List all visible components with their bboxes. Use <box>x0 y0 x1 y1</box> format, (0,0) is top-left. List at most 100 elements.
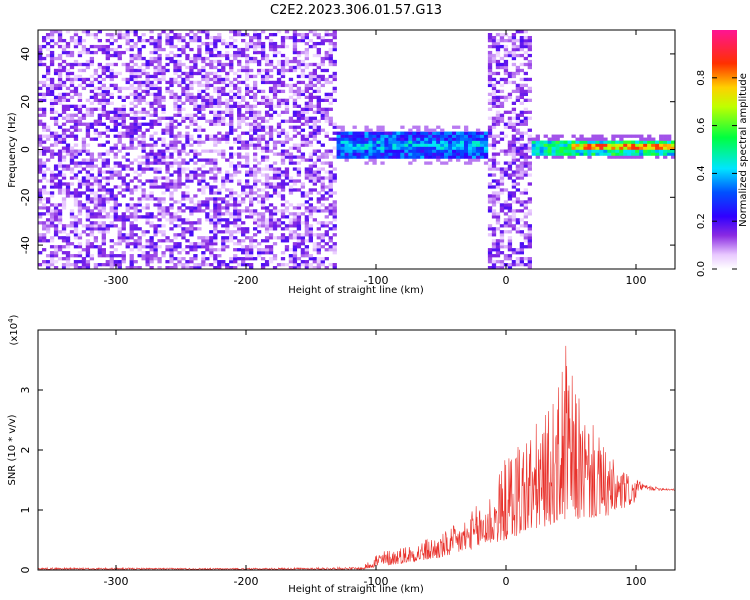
heatmap-cell <box>292 254 298 258</box>
heatmap-cell <box>396 134 401 138</box>
heatmap-cell <box>284 200 290 204</box>
heatmap-cell <box>61 80 67 85</box>
heatmap-cell <box>663 149 668 153</box>
heatmap-cell <box>209 215 214 219</box>
heatmap-cell <box>89 164 95 168</box>
heatmap-cell <box>73 62 79 67</box>
heatmap-cell <box>499 113 505 117</box>
heatmap-cell <box>81 191 87 195</box>
heatmap-cell <box>189 30 194 34</box>
heatmap-cell <box>495 113 501 117</box>
heatmap-cell <box>233 56 238 61</box>
heatmap-cell <box>276 194 282 198</box>
heatmap-cell <box>324 152 329 156</box>
heatmap-cell <box>551 149 556 153</box>
heatmap-cell <box>284 101 290 105</box>
heatmap-cell <box>93 98 99 102</box>
heatmap-cell <box>292 167 298 171</box>
heatmap-cell <box>229 95 234 100</box>
heatmap-cell <box>213 230 218 234</box>
heatmap-cell <box>260 224 266 228</box>
heatmap-cell <box>456 140 461 144</box>
heatmap-cell <box>332 98 337 102</box>
heatmap-cell <box>233 167 238 171</box>
heatmap-cell <box>217 101 222 105</box>
heatmap-cell <box>304 191 310 195</box>
heatmap-cell <box>109 167 114 171</box>
heatmap-cell <box>185 56 190 61</box>
heatmap-cell <box>245 164 250 168</box>
heatmap-cell <box>460 155 465 159</box>
heatmap-cell <box>141 188 146 192</box>
heatmap-cell <box>312 30 317 34</box>
heatmap-cell <box>73 152 79 156</box>
heatmap-cell <box>491 83 497 88</box>
heatmap-cell <box>491 239 497 243</box>
heatmap-cell <box>193 101 198 105</box>
heatmap-cell <box>241 164 246 168</box>
heatmap-cell <box>519 137 525 141</box>
heatmap-cell <box>38 53 43 58</box>
heatmap-cell <box>328 152 333 156</box>
heatmap-cell <box>197 92 202 97</box>
heatmap-cell <box>41 203 47 207</box>
heatmap-cell <box>237 68 242 73</box>
heatmap-cell <box>149 134 154 138</box>
heatmap-cell <box>57 74 63 79</box>
heatmap-cell <box>157 32 162 37</box>
heatmap-cell <box>121 35 126 40</box>
heatmap-cell <box>292 113 298 117</box>
heatmap-cell <box>77 218 83 222</box>
heatmap-cell <box>404 143 409 147</box>
heatmap-cell <box>221 197 226 201</box>
heatmap-cell <box>221 41 226 46</box>
heatmap-cell <box>260 89 266 94</box>
heatmap-cell <box>587 149 592 153</box>
heatmap-cell <box>667 134 672 138</box>
heatmap-cell <box>213 104 218 108</box>
heatmap-cell <box>97 263 102 267</box>
heatmap-cell <box>105 50 110 55</box>
heatmap-cell <box>280 251 286 255</box>
heatmap-cell <box>324 215 329 219</box>
heatmap-cell <box>153 227 158 231</box>
heatmap-cell <box>328 173 333 177</box>
heatmap-cell <box>233 53 238 58</box>
heatmap-cell <box>487 32 493 37</box>
heatmap-cell <box>304 101 310 105</box>
heatmap-cell <box>213 206 218 210</box>
heatmap-cell <box>268 176 274 180</box>
heatmap-cell <box>292 38 298 43</box>
heatmap-cell <box>49 86 55 91</box>
heatmap-cell <box>507 236 513 240</box>
heatmap-cell <box>252 56 258 61</box>
heatmap-cell <box>432 155 437 159</box>
heatmap-cell <box>173 170 178 174</box>
heatmap-cell <box>511 155 517 159</box>
heatmap-cell <box>487 83 493 88</box>
heatmap-cell <box>292 83 298 88</box>
heatmap-cell <box>101 107 106 111</box>
heatmap-cell <box>288 137 294 141</box>
heatmap-cell <box>65 194 71 198</box>
heatmap-cell <box>213 167 218 171</box>
heatmap-cell <box>209 95 214 100</box>
heatmap-cell <box>475 155 481 159</box>
heatmap-cell <box>635 149 640 153</box>
heatmap-cell <box>404 155 409 159</box>
heatmap-cell <box>503 245 509 249</box>
heatmap-cell <box>133 227 138 231</box>
heatmap-cell <box>249 188 254 192</box>
heatmap-cell <box>101 200 106 204</box>
heatmap-cell <box>173 263 178 267</box>
heatmap-cell <box>515 218 521 222</box>
heatmap-cell <box>121 167 126 171</box>
heatmap-cell <box>161 107 166 111</box>
heatmap-cell <box>189 74 194 79</box>
heatmap-cell <box>320 68 325 73</box>
heatmap-cell <box>300 71 306 76</box>
heatmap-cell <box>197 221 202 225</box>
heatmap-cell <box>300 143 306 147</box>
heatmap-cell <box>65 167 71 171</box>
heatmap-cell <box>344 158 349 162</box>
